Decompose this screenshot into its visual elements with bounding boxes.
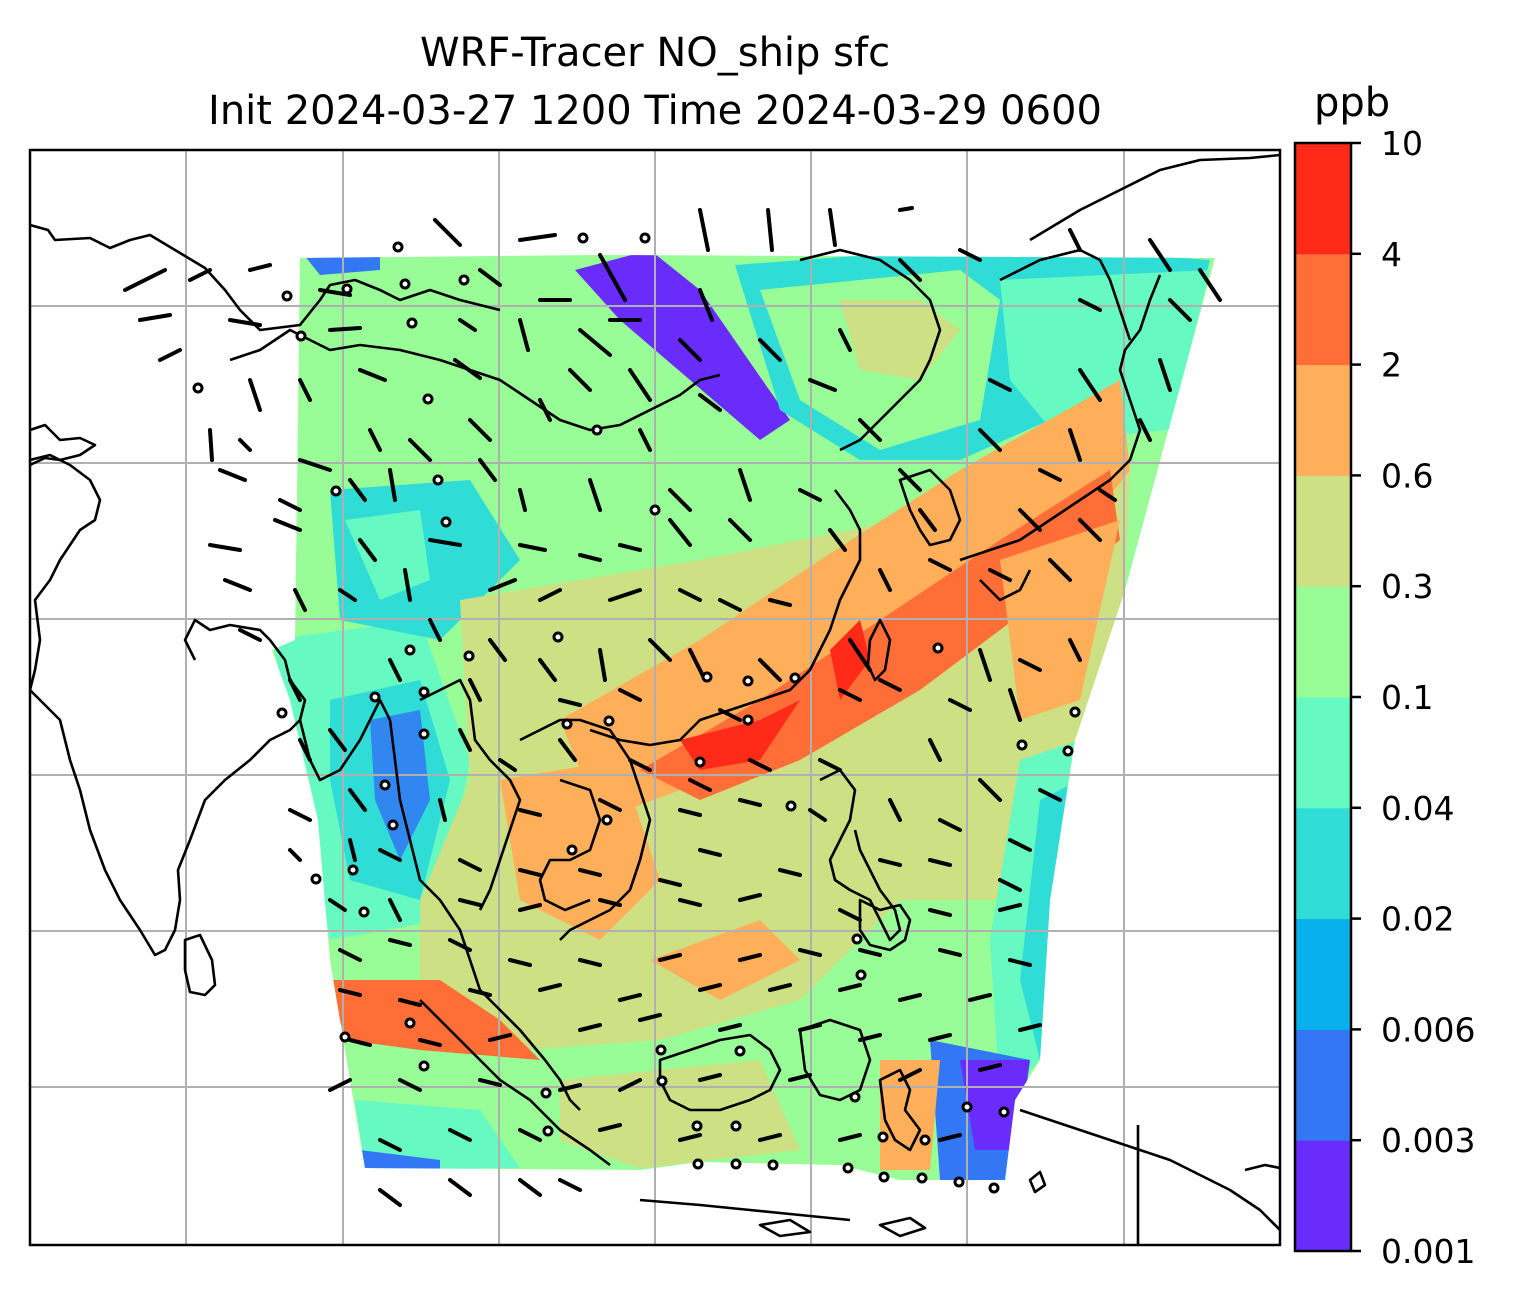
colorbar-swatch bbox=[1295, 475, 1351, 587]
colorbar-swatch bbox=[1295, 807, 1351, 920]
colorbar-ticks: 0.001 0.003 0.006 0.02 0.04 0.1 0.3 0.6 2 4 10 bbox=[1351, 124, 1475, 1271]
colorbar-swatch bbox=[1295, 1029, 1351, 1141]
colorbar-tick-label: 0.006 bbox=[1381, 1010, 1475, 1049]
colorbar-swatch bbox=[1295, 143, 1351, 255]
map-frame bbox=[28, 148, 1282, 1247]
colorbar-tick-label: 0.02 bbox=[1381, 900, 1454, 939]
calm-markers bbox=[192, 232, 1081, 1194]
colorbar-tick-label: 0.1 bbox=[1381, 678, 1433, 717]
colorbar-swatch bbox=[1295, 586, 1351, 698]
colorbar-swatch bbox=[1295, 364, 1351, 476]
colorbar-tick-label: 4 bbox=[1381, 235, 1402, 274]
map-title-line-2: Init 2024-03-27 1200 Time 2024-03-29 060… bbox=[208, 88, 1102, 134]
colorbar-swatch bbox=[1295, 253, 1351, 366]
colorbar-tick-label: 0.003 bbox=[1381, 1121, 1475, 1160]
colorbar-tick-label: 2 bbox=[1381, 346, 1402, 385]
colorbar-swatch bbox=[1295, 697, 1351, 809]
tracer-field bbox=[272, 255, 1215, 1180]
colorbar-units: ppb bbox=[1314, 80, 1391, 126]
colorbar-tick-label: 0.3 bbox=[1381, 567, 1433, 606]
map-title-line-1: WRF-Tracer NO_ship sfc bbox=[419, 30, 891, 76]
colorbar-tick-label: 0.001 bbox=[1381, 1232, 1475, 1271]
coastlines bbox=[30, 153, 1280, 1245]
colorbar-tick-label: 10 bbox=[1381, 124, 1423, 163]
colorbar-tick-label: 0.04 bbox=[1381, 789, 1454, 828]
colorbar-swatch bbox=[1295, 918, 1351, 1030]
colorbar-swatch bbox=[1295, 1140, 1351, 1252]
colorbar-swatches bbox=[1295, 143, 1351, 1252]
colorbar-tick-label: 0.6 bbox=[1381, 456, 1433, 495]
